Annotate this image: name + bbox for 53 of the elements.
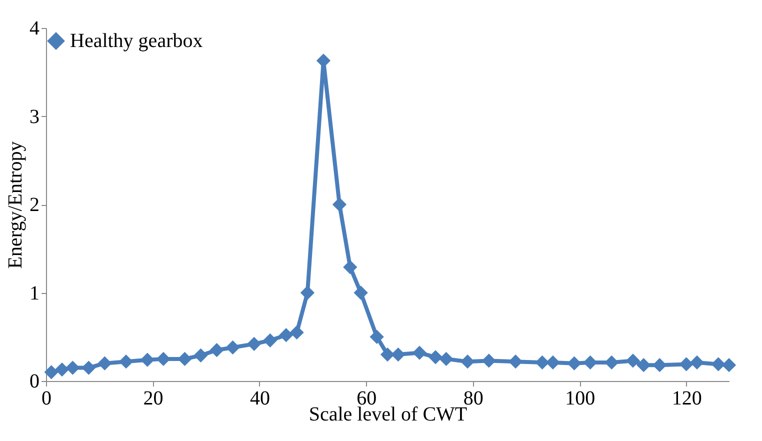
point <box>98 356 112 370</box>
point <box>604 355 619 370</box>
x-tick-label: 120 <box>672 388 702 410</box>
point <box>279 328 294 342</box>
point <box>178 352 192 366</box>
point <box>140 352 154 367</box>
point <box>118 354 134 369</box>
point <box>508 354 523 369</box>
point <box>226 340 240 355</box>
y-tick-label: 0 <box>30 370 40 392</box>
point <box>711 357 726 372</box>
point <box>263 333 278 348</box>
point <box>679 357 694 372</box>
legend-label: Healthy gearbox <box>70 30 203 52</box>
x-tick-label: 40 <box>250 388 270 410</box>
y-tick-label: 2 <box>30 194 40 216</box>
point <box>626 354 640 368</box>
point <box>66 360 80 375</box>
point <box>428 350 443 364</box>
point <box>412 346 427 360</box>
point <box>535 355 550 370</box>
point <box>44 365 58 380</box>
point <box>690 355 704 370</box>
x-tick-label: 100 <box>565 388 596 410</box>
point <box>482 354 496 368</box>
point <box>439 352 454 366</box>
point <box>54 362 70 377</box>
point <box>391 347 406 362</box>
point <box>290 325 304 340</box>
y-tick-label: 4 <box>30 18 40 40</box>
point <box>300 286 315 300</box>
x-axis-title: Scale level of CWT <box>308 404 468 426</box>
point <box>332 197 347 212</box>
point <box>156 352 170 366</box>
x-tick-label: 20 <box>143 388 164 410</box>
point <box>343 260 358 274</box>
point <box>370 330 384 344</box>
point <box>247 336 262 352</box>
point <box>652 358 667 372</box>
y-tick-label: 1 <box>30 282 40 304</box>
point <box>722 358 736 372</box>
point <box>636 358 651 372</box>
point <box>210 343 224 358</box>
point <box>567 356 582 370</box>
point <box>460 354 475 369</box>
y-tick-label: 3 <box>30 106 40 128</box>
y-axis-title: Energy/Entropy <box>4 141 26 269</box>
point <box>194 348 208 362</box>
point <box>354 286 368 300</box>
point <box>316 54 331 68</box>
point <box>583 355 598 370</box>
point <box>546 355 560 370</box>
point <box>82 360 96 375</box>
